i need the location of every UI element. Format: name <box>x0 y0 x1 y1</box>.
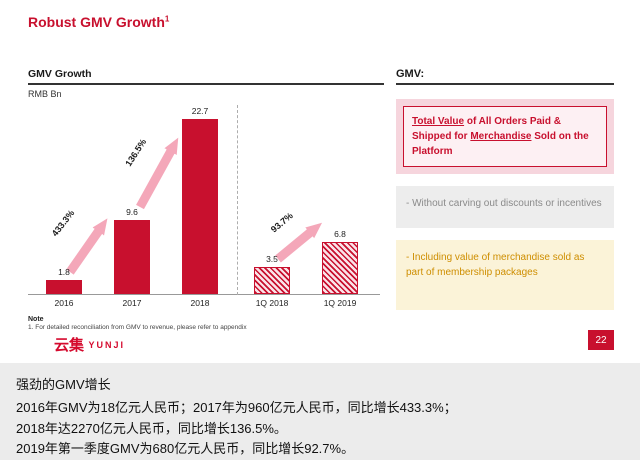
bar-value-label: 1.8 <box>58 267 70 277</box>
definition-segment: of All Orders Paid & Shipped for <box>412 116 561 142</box>
page-number-badge: 22 <box>588 330 614 350</box>
bar-category-label: 1Q 2018 <box>255 298 289 308</box>
bar-value-label: 22.7 <box>191 106 209 116</box>
yunji-logo: 云集 YUNJI <box>54 334 125 355</box>
bar-value-label: 6.8 <box>334 229 346 239</box>
membership-note-box: - Including value of merchandise sold as… <box>396 240 614 310</box>
caption-line: 2016年GMV为18亿元人民币；2017年为960亿元人民币，同比增长433.… <box>16 400 457 415</box>
note-text: 1. For detailed reconciliation from GMV … <box>28 324 247 331</box>
gmv-definition-text: Total Value of All Orders Paid & Shipped… <box>403 106 607 167</box>
bar-group: 6.8 <box>322 105 358 294</box>
bar-category-label: 1Q 2019 <box>323 298 357 308</box>
bar-group: 9.6 <box>114 105 150 294</box>
slide-title-text: Robust GMV Growth <box>28 14 165 30</box>
caption-heading: 强劲的GMV增长 <box>16 377 111 392</box>
bar-value-label: 3.5 <box>266 254 278 264</box>
chart-title: GMV Growth <box>28 68 384 85</box>
caption-line: 2019年第一季度GMV为680亿元人民币，同比增长92.7%。 <box>16 441 355 456</box>
footnote-ref: 1 <box>164 14 170 24</box>
definition-segment: Sold on the Platform <box>412 131 589 157</box>
gmv-bar <box>114 220 150 294</box>
slide: Robust GMV Growth1 GMV Growth RMB Bn <box>0 0 640 363</box>
gmv-bar <box>322 242 358 294</box>
gmv-bar <box>46 280 82 294</box>
gmv-growth-chart: GMV Growth RMB Bn 433.3% <box>28 68 384 322</box>
bar-category-label: 2016 <box>54 298 74 308</box>
bar-group: 1.8 <box>46 105 82 294</box>
bar-category-label: 2017 <box>122 298 142 308</box>
definition-segment: Merchandise <box>470 131 532 142</box>
note-label: Note <box>28 316 44 323</box>
logo-english: YUNJI <box>88 340 125 350</box>
slide-title: Robust GMV Growth1 <box>28 14 169 30</box>
gmv-definition-box: Total Value of All Orders Paid & Shipped… <box>396 99 614 174</box>
chart-unit-label: RMB Bn <box>28 89 62 99</box>
annual-quarterly-separator <box>237 105 238 295</box>
footnote-block: Note 1. For detailed reconciliation from… <box>28 316 247 331</box>
bar-category-label: 2018 <box>190 298 210 308</box>
gmv-bar <box>182 119 218 294</box>
bar-group: 3.5 <box>254 105 290 294</box>
logo-chinese: 云集 <box>54 337 85 354</box>
slide-content: GMV Growth RMB Bn 433.3% <box>28 68 614 322</box>
caption-line: 2018年达2270亿元人民币，同比增长136.5%。 <box>16 420 287 436</box>
chart-plot: 433.3% 136.5% 93.7% 1.8 9.6 22.7 3.5 6.8 <box>28 105 380 295</box>
caption-area: 强劲的GMV增长 2016年GMV为18亿元人民币；2017年为960亿元人民币… <box>0 363 640 456</box>
discounts-note-box: - Without carving out discounts or incen… <box>396 186 614 228</box>
definition-heading: GMV: <box>396 68 614 85</box>
chart-x-axis: 2016 2017 2018 1Q 2018 1Q 2019 <box>28 295 380 311</box>
definition-segment: Total Value <box>412 116 465 127</box>
bar-value-label: 9.6 <box>126 207 138 217</box>
gmv-definition-panel: GMV: Total Value of All Orders Paid & Sh… <box>396 68 614 322</box>
gmv-bar <box>254 267 290 294</box>
bar-group: 22.7 <box>182 105 218 294</box>
